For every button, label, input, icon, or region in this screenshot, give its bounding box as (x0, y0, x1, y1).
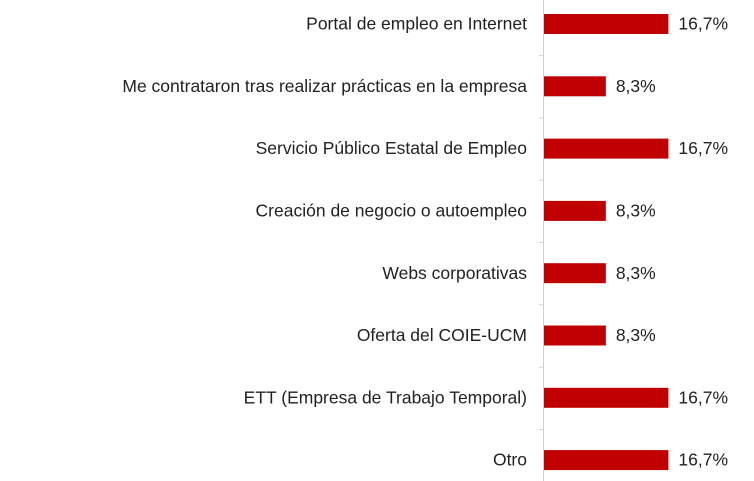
y-tick-label: Oferta del COIE-UCM (357, 325, 527, 345)
data-label: 8,3% (616, 76, 656, 96)
y-tick-label: Otro (493, 450, 527, 470)
data-label: 16,7% (678, 14, 728, 34)
y-tick-label: Portal de empleo en Internet (306, 14, 527, 34)
bar (544, 263, 606, 284)
y-tick-label: ETT (Empresa de Trabajo Temporal) (244, 387, 527, 407)
bar (544, 325, 606, 346)
data-label: 16,7% (678, 450, 728, 470)
bar (544, 387, 669, 408)
bar (544, 14, 669, 34)
y-tick-label: Servicio Público Estatal de Empleo (256, 138, 527, 158)
data-label: 16,7% (678, 387, 728, 407)
data-label: 8,3% (616, 263, 656, 283)
data-label: 16,7% (678, 138, 728, 158)
bar (544, 138, 669, 159)
y-tick-label: Webs corporativas (382, 263, 527, 283)
bar (544, 450, 669, 471)
bar (544, 76, 606, 97)
data-label: 8,3% (616, 325, 656, 345)
data-label: 8,3% (616, 201, 656, 221)
bar (544, 200, 606, 221)
y-tick-label: Creación de negocio o autoempleo (256, 201, 527, 221)
y-tick-label: Me contrataron tras realizar prácticas e… (122, 76, 527, 96)
